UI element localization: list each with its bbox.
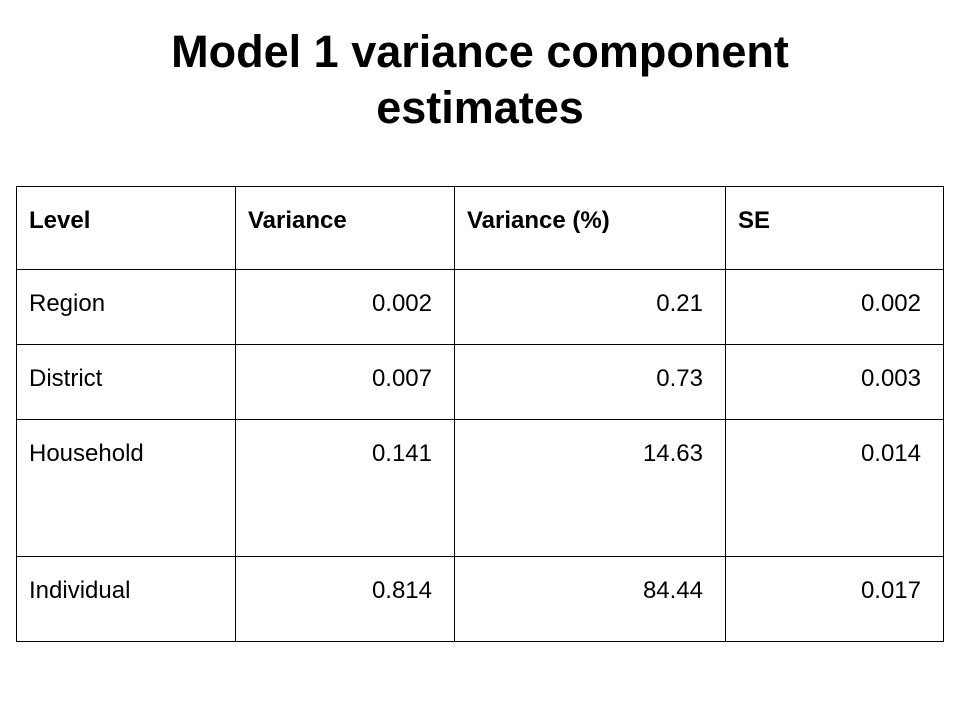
table-row: Individual 0.814 84.44 0.017 [16,556,944,642]
variance-table: Level Variance Variance (%) SE Region 0.… [16,186,944,642]
cell-variance: 0.814 [235,556,455,642]
cell-variance: 0.141 [235,419,455,557]
cell-level: District [16,344,236,420]
cell-se: 0.003 [725,344,944,420]
cell-variance-pct: 0.21 [454,269,726,345]
table-header-row: Level Variance Variance (%) SE [16,186,944,270]
cell-variance-pct: 14.63 [454,419,726,557]
cell-se: 0.014 [725,419,944,557]
page-title: Model 1 variance component estimates [0,24,960,136]
cell-level: Household [16,419,236,557]
table-row: Region 0.002 0.21 0.002 [16,269,944,345]
cell-variance: 0.002 [235,269,455,345]
header-level: Level [16,186,236,270]
header-variance-pct: Variance (%) [454,186,726,270]
table-row: Household 0.141 14.63 0.014 [16,419,944,557]
cell-se: 0.017 [725,556,944,642]
cell-variance-pct: 84.44 [454,556,726,642]
title-line-2: estimates [376,82,584,133]
title-line-1: Model 1 variance component [171,26,789,77]
header-variance: Variance [235,186,455,270]
cell-se: 0.002 [725,269,944,345]
cell-level: Region [16,269,236,345]
cell-variance-pct: 0.73 [454,344,726,420]
cell-variance: 0.007 [235,344,455,420]
table-row: District 0.007 0.73 0.003 [16,344,944,420]
header-se: SE [725,186,944,270]
cell-level: Individual [16,556,236,642]
